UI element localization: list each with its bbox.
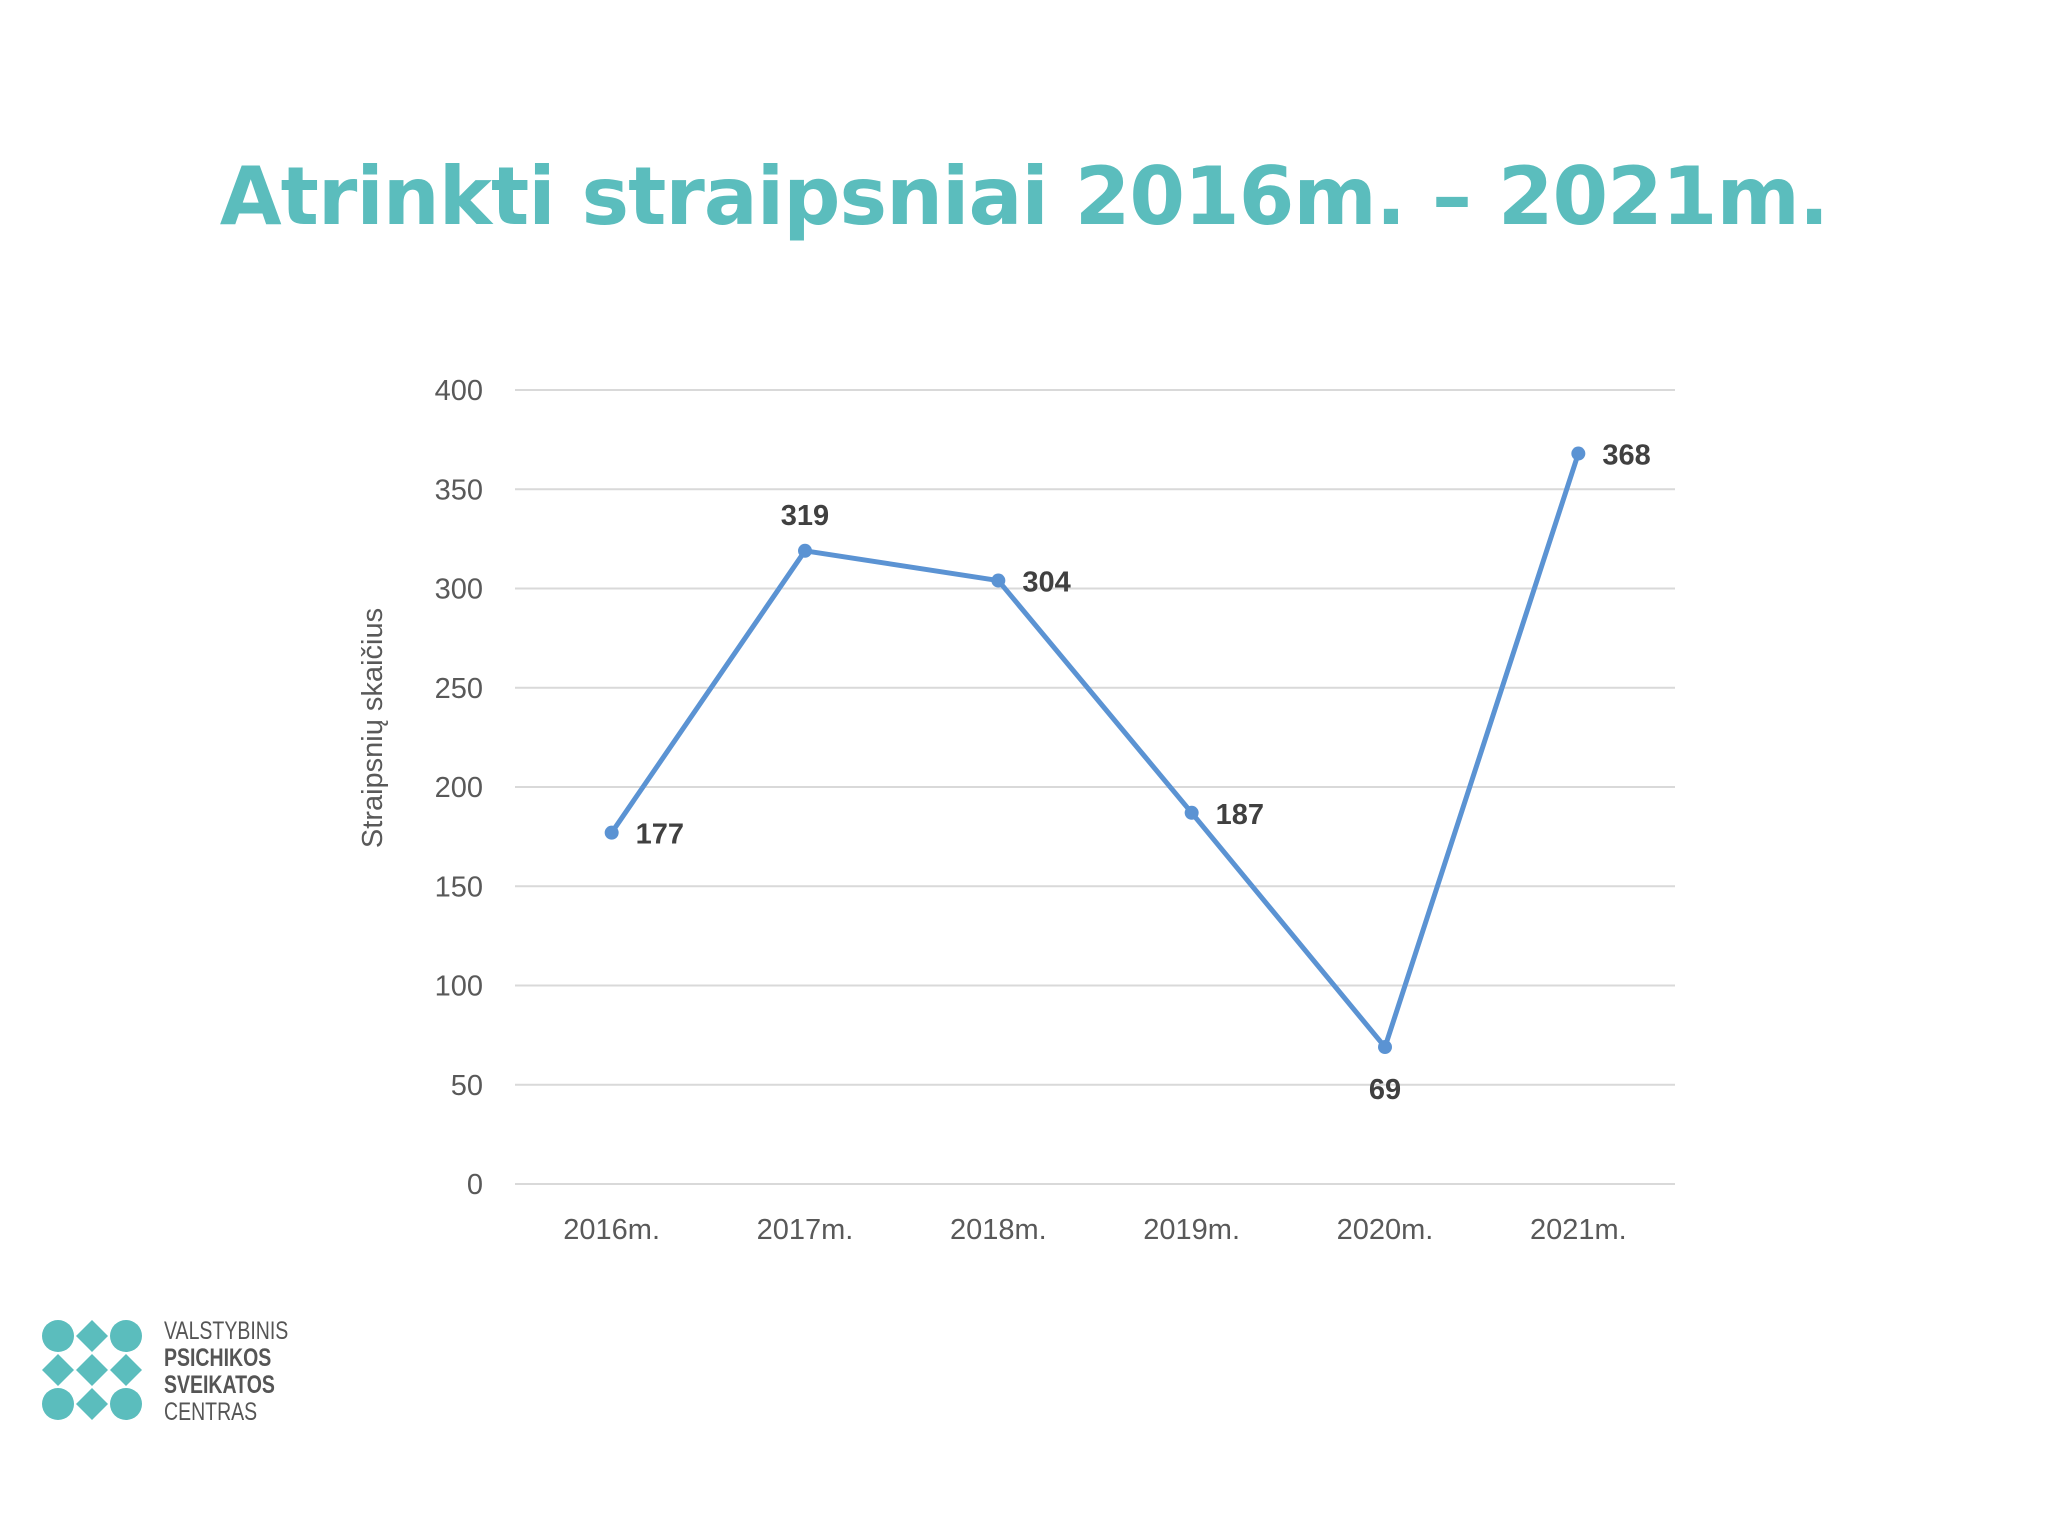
logo-dot [42, 1320, 74, 1352]
logo-diamond [110, 1354, 142, 1386]
gridlines [515, 389, 1675, 1185]
y-tick-label: 250 [435, 673, 483, 705]
data-point-marker [1184, 805, 1199, 820]
y-tick-label: 350 [435, 474, 483, 506]
x-tick-label: 2018m. [950, 1214, 1047, 1246]
data-labels: 177 319 304 187 69 368 [636, 440, 1651, 1107]
logo-mark-icon [42, 1320, 142, 1420]
x-tick-label: 2020m. [1337, 1214, 1434, 1246]
logo-text-line-1: VALSTYBINIS [164, 1317, 289, 1345]
logo-diamond [76, 1354, 108, 1386]
y-axis-label: Straipsnių skaičius [357, 608, 389, 848]
data-label: 304 [1022, 567, 1070, 599]
logo-diamond [42, 1354, 74, 1386]
logo-diamond [76, 1320, 108, 1352]
y-tick-label: 150 [435, 871, 483, 903]
data-label: 319 [781, 500, 829, 532]
data-point-marker [991, 573, 1006, 588]
logo-dot [42, 1388, 74, 1420]
y-axis-tick-labels: 0 50 100 150 200 250 300 350 400 [435, 375, 483, 1201]
logo-text: VALSTYBINIS PSICHIKOS SVEIKATOS CENTRAS [164, 1318, 288, 1426]
organization-logo: VALSTYBINIS PSICHIKOS SVEIKATOS CENTRAS [40, 1318, 340, 1428]
y-tick-label: 300 [435, 574, 483, 606]
logo-text-line-4: CENTRAS [164, 1398, 258, 1426]
series-line [609, 451, 1581, 1050]
x-tick-label: 2017m. [757, 1214, 854, 1246]
logo-dot [110, 1320, 142, 1352]
logo-dot [110, 1388, 142, 1420]
logo-diamond [76, 1388, 108, 1420]
x-tick-label: 2016m. [563, 1214, 660, 1246]
logo-text-line-3: SVEIKATOS [164, 1371, 275, 1399]
data-label: 177 [636, 819, 684, 851]
data-label: 187 [1216, 799, 1264, 831]
data-point-marker [1571, 446, 1586, 461]
data-label: 69 [1369, 1074, 1401, 1106]
y-tick-label: 200 [435, 772, 483, 804]
logo-text-line-2: PSICHIKOS [164, 1344, 272, 1372]
data-point-marker [1378, 1040, 1392, 1055]
x-tick-label: 2021m. [1530, 1214, 1627, 1246]
data-point-marker [798, 543, 812, 558]
data-label: 368 [1602, 440, 1650, 472]
data-point-marker [604, 825, 619, 840]
y-tick-label: 50 [451, 1070, 483, 1102]
y-tick-label: 0 [467, 1169, 483, 1201]
series-line-layer [604, 446, 1586, 1055]
y-tick-label: 100 [435, 971, 483, 1003]
slide-title: Atrinkti straipsniai 2016m. – 2021m. [219, 150, 1829, 243]
x-tick-label: 2019m. [1143, 1214, 1240, 1246]
x-axis-tick-labels: 2016m. 2017m. 2018m. 2019m. 2020m. 2021m. [563, 1214, 1626, 1246]
y-tick-label: 400 [435, 375, 483, 407]
